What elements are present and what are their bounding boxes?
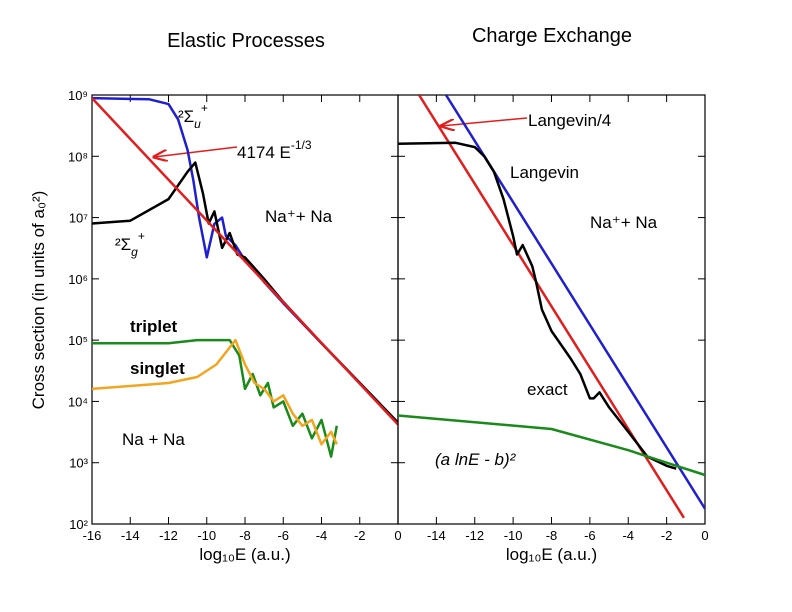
annotation: Na⁺+ Na bbox=[265, 207, 333, 226]
chart-title: Elastic Processes bbox=[167, 30, 325, 52]
series-name: (a lnE - b)² bbox=[435, 450, 517, 469]
annotation: Na + Na bbox=[122, 430, 185, 449]
series-label: Langevin bbox=[510, 163, 579, 182]
series-name: Langevin bbox=[510, 163, 579, 182]
series-label: 4174 E-1/3 bbox=[237, 138, 312, 162]
series-label: ²Σu+ bbox=[178, 101, 208, 131]
x-tick-label: 0 bbox=[394, 528, 401, 543]
x-tick-label: -14 bbox=[427, 528, 446, 543]
x-tick-label: -14 bbox=[121, 528, 140, 543]
series-line bbox=[398, 141, 677, 470]
y-tick-label: 10⁹ bbox=[68, 88, 88, 103]
series-name-sup: + bbox=[138, 229, 145, 243]
y-tick-label: 10⁴ bbox=[68, 394, 88, 409]
x-tick-label: -4 bbox=[316, 528, 328, 543]
series-label: singlet bbox=[130, 359, 185, 378]
x-tick-label: -12 bbox=[159, 528, 178, 543]
series-name: ²Σ bbox=[115, 235, 131, 254]
series-line bbox=[398, 414, 705, 477]
y-tick-label: 10⁵ bbox=[68, 333, 88, 348]
y-tick-label: 10³ bbox=[69, 456, 88, 471]
series-name-sub: u bbox=[194, 117, 201, 131]
x-tick-label: -12 bbox=[465, 528, 484, 543]
x-tick-label: -2 bbox=[661, 528, 673, 543]
x-tick-label: -8 bbox=[546, 528, 558, 543]
series-name-sup: -1/3 bbox=[291, 138, 312, 152]
y-axis-label: Cross section (in units of a₀²) bbox=[29, 191, 48, 410]
series-name: triplet bbox=[130, 317, 178, 336]
arrow bbox=[441, 117, 528, 126]
x-tick-label: -6 bbox=[584, 528, 596, 543]
x-axis-label: log₁₀E (a.u.) bbox=[199, 545, 290, 564]
series-name: singlet bbox=[130, 359, 185, 378]
y-tick-label: 10² bbox=[69, 517, 88, 532]
series-line bbox=[92, 338, 338, 446]
x-axis-label: log₁₀E (a.u.) bbox=[506, 545, 597, 564]
series-label: exact bbox=[527, 380, 568, 399]
series-line bbox=[92, 97, 398, 426]
x-tick-label: -2 bbox=[354, 528, 366, 543]
x-tick-label: -10 bbox=[197, 528, 216, 543]
y-tick-label: 10⁷ bbox=[69, 211, 88, 226]
series-name: ²Σ bbox=[178, 107, 194, 126]
x-tick-label: -10 bbox=[504, 528, 523, 543]
y-tick-label: 10⁶ bbox=[68, 272, 88, 287]
annotation: Na⁺+ Na bbox=[590, 213, 658, 232]
x-tick-label: -4 bbox=[622, 528, 634, 543]
x-tick-label: 0 bbox=[701, 528, 708, 543]
series-label: ²Σg+ bbox=[115, 229, 145, 259]
x-tick-label: -6 bbox=[277, 528, 289, 543]
series-label: triplet bbox=[130, 317, 178, 336]
series-name-sup: + bbox=[201, 101, 208, 115]
arrow bbox=[154, 146, 238, 157]
y-tick-label: 10⁸ bbox=[68, 149, 88, 164]
series-label: Langevin/4 bbox=[528, 111, 611, 130]
series-name-sub: g bbox=[131, 245, 138, 259]
chart-title: Charge Exchange bbox=[472, 25, 632, 47]
series-name: 4174 E bbox=[237, 143, 291, 162]
series-label: (a lnE - b)² bbox=[435, 450, 517, 469]
x-tick-label: -16 bbox=[83, 528, 102, 543]
series-name: exact bbox=[527, 380, 568, 399]
x-tick-label: -8 bbox=[239, 528, 251, 543]
series-name: Langevin/4 bbox=[528, 111, 611, 130]
